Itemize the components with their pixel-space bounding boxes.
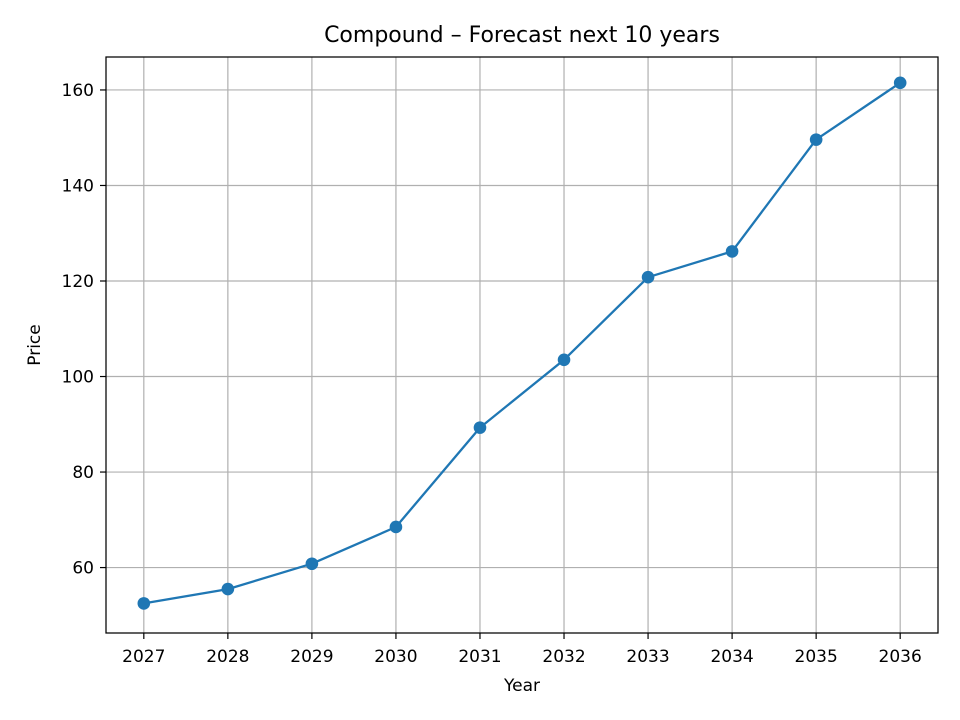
series-line [143, 81, 901, 605]
y-tick-label: 60 [72, 559, 94, 579]
data-point [137, 597, 151, 610]
x-tick-label: 2033 [626, 647, 669, 667]
y-tick-label: 80 [72, 463, 94, 483]
data-point [725, 245, 739, 258]
y-tick-label: 120 [62, 272, 94, 292]
x-tick-label: 2029 [290, 647, 333, 667]
data-point [305, 557, 319, 571]
grid [106, 57, 938, 633]
plot-frame [105, 56, 939, 634]
x-axis-ticks: 2027 2028 2029 2030 2031 2032 2033 2034 2035 2036 [122, 633, 922, 667]
data-point [893, 76, 907, 90]
data-point [557, 353, 571, 367]
x-tick-label: 2032 [542, 647, 585, 667]
x-tick-label: 2030 [374, 647, 417, 667]
x-tick-label: 2027 [122, 647, 165, 667]
y-tick-label: 160 [62, 81, 94, 101]
y-tick-label: 100 [62, 368, 94, 388]
chart-title: Compound – Forecast next 10 years [324, 23, 720, 48]
data-point [389, 520, 403, 534]
data-point [809, 133, 823, 146]
x-tick-label: 2036 [879, 647, 922, 667]
x-tick-label: 2028 [206, 647, 249, 667]
x-axis-label: Year [503, 676, 540, 696]
data-point [473, 421, 487, 434]
x-tick-label: 2034 [710, 647, 753, 667]
y-axis-label: Price [25, 324, 45, 365]
y-axis-ticks: 60 80 100 120 140 160 [62, 81, 106, 579]
x-tick-label: 2031 [458, 647, 501, 667]
y-tick-label: 140 [62, 176, 94, 196]
series-layer [137, 76, 907, 610]
x-tick-label: 2035 [795, 647, 838, 667]
data-point [221, 582, 235, 596]
data-point [641, 270, 655, 284]
